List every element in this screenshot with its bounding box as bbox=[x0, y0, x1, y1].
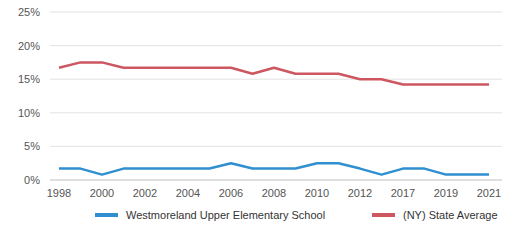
legend-label: (NY) State Average bbox=[403, 209, 498, 221]
x-tick-label: 2017 bbox=[391, 187, 415, 199]
y-tick-label: 20% bbox=[18, 40, 40, 52]
x-tick-label: 2012 bbox=[348, 187, 372, 199]
x-tick-label: 2006 bbox=[219, 187, 243, 199]
legend-label: Westmoreland Upper Elementary School bbox=[126, 209, 325, 221]
x-tick-label: 2002 bbox=[133, 187, 157, 199]
grid-line bbox=[50, 112, 502, 113]
grid-line bbox=[50, 79, 502, 80]
grid-line bbox=[50, 45, 502, 46]
y-tick-label: 25% bbox=[18, 6, 40, 18]
series-line bbox=[59, 163, 489, 174]
series-line bbox=[59, 62, 489, 84]
y-tick-label: 0% bbox=[24, 174, 40, 186]
x-tick-label: 1998 bbox=[47, 187, 71, 199]
grid-line bbox=[50, 146, 502, 147]
x-tick-label: 2010 bbox=[305, 187, 329, 199]
chart: 0% 5% 10% 15% 20% 25% 1998 2000 2002 2004 2006 2008… bbox=[0, 0, 524, 230]
plot-area bbox=[59, 62, 489, 174]
grid-line bbox=[50, 12, 502, 13]
x-tick-label: 2021 bbox=[477, 187, 501, 199]
legend-swatch bbox=[372, 213, 395, 217]
y-tick-label: 5% bbox=[24, 140, 40, 152]
x-tick-label: 2008 bbox=[262, 187, 286, 199]
y-tick-label: 15% bbox=[18, 73, 40, 85]
legend-swatch bbox=[95, 213, 118, 217]
grid-line bbox=[50, 180, 502, 181]
y-tick-label: 10% bbox=[18, 107, 40, 119]
x-tick-label: 2004 bbox=[176, 187, 200, 199]
x-tick-label: 2000 bbox=[90, 187, 114, 199]
x-tick-label: 2019 bbox=[434, 187, 458, 199]
